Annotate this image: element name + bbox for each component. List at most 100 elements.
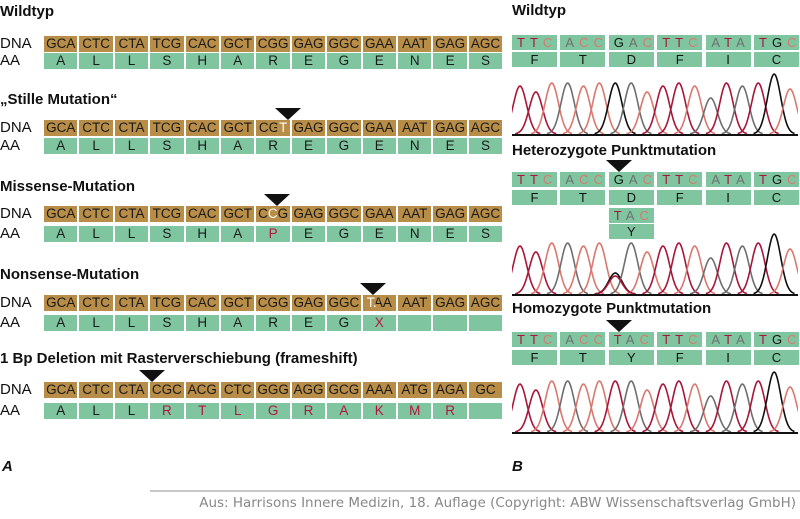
dna-codon: GCA [44,295,78,311]
codon: TTC [512,35,557,50]
section-title: 1 Bp Deletion mit Rasterverschiebung (fr… [0,350,358,367]
trace-peak-T [657,242,700,295]
chromatogram [512,73,798,136]
trace-peak-T [512,245,541,295]
trace-peak-A [610,82,652,135]
trace-peak-A [610,380,652,433]
trace-peak-T [594,380,636,433]
dna-codon: GAG [291,206,326,222]
trace-peak-T [737,242,779,295]
dna-codon: TCG [150,120,184,136]
trace-peak-A [689,257,732,295]
panel-label-b: B [512,458,523,475]
dna-codon: AGC [468,120,503,136]
amino-acid: S [150,138,184,154]
amino-acid: I [705,350,751,365]
aa-row-label: AA [0,314,21,331]
trace-peak-A [610,242,652,295]
trace-peak-A [689,395,732,433]
dna-codon: TCG [150,295,184,311]
dna-codon: CAC [185,206,219,222]
aa-row-label: AA [0,402,21,419]
trace-peak-A [546,82,589,135]
amino-acid: R [433,403,467,419]
dna-codon: GAG [291,120,326,136]
amino-acid: L [79,138,113,154]
amino-acid: S [150,226,184,242]
trace-peak-T [642,245,684,295]
amino-acid [468,315,503,331]
trace-peak-C [562,383,604,433]
alternate-amino-acid: Y [608,224,654,239]
amino-acid: P [256,226,290,242]
section-title: Nonsense-Mutation [0,266,140,283]
amino-acid: N [398,53,432,69]
trace-peak-A [546,380,589,433]
amino-acid: L [114,403,149,419]
amino-acid: A [44,403,78,419]
amino-acid: H [185,226,219,242]
amino-acid: F [657,52,703,67]
trace-peak-C [626,389,668,433]
secondary-peak-T [594,275,636,295]
chromatogram [512,233,798,296]
amino-acid: N [398,226,432,242]
mutation-marker-icon [360,283,387,295]
trace-peak-C [530,82,573,135]
trace-peak-C [626,251,668,295]
amino-acid: R [291,403,326,419]
amino-acid: S [150,315,184,331]
trace-peak-G [753,73,795,135]
dna-codon: GCT [221,295,255,311]
trace-peak-C [769,88,798,135]
dna-codon: CTA [114,120,149,136]
trace-peak-G [753,371,795,433]
dna-row-label: DNA [0,119,32,136]
amino-acid: S [150,53,184,69]
codon: ATA [705,332,751,347]
codon: ACC [560,172,606,187]
amino-acid: A [221,226,255,242]
codon: ACC [560,35,606,50]
codon-text: ATA [706,332,749,347]
dna-codon: GAG [433,36,467,52]
mutation-marker-icon [605,160,632,172]
dna-codon: CCG [256,206,290,222]
dna-codon: GC [468,382,503,398]
amino-acid [468,403,503,419]
dna-codon: CTC [221,382,255,398]
aa-row-label: AA [0,137,21,154]
amino-acid: H [185,53,219,69]
trace-peak-C [673,383,716,433]
amino-acid: H [185,138,219,154]
trace-peak-C [578,242,620,295]
trace-peak-A [721,85,763,135]
dna-codon: GCA [44,120,78,136]
codon-text: TTC [512,332,557,347]
dna-codon: AAA [362,382,396,398]
dna-row-label: DNA [0,381,32,398]
codon-text: TTC [657,332,702,347]
amino-acid: L [79,315,113,331]
trace-peak-C [562,245,604,295]
dna-codon: TAA [362,295,396,311]
amino-acid: C [754,52,799,67]
dna-row-label: DNA [0,35,32,52]
aa-row-label: AA [0,225,21,242]
dna-codon: CGG [256,295,290,311]
codon: ATA [705,35,751,50]
amino-acid: E [291,53,326,69]
trace-peak-T [515,251,557,295]
amino-acid: C [754,350,799,365]
amino-acid: L [114,53,149,69]
dna-codon: GAG [433,120,467,136]
dna-codon: CTC [79,295,113,311]
codon-text: TGC [754,35,800,50]
section-title: Missense-Mutation [0,178,136,195]
section-title: Wildtyp [512,2,567,19]
dna-codon: GGC [327,206,361,222]
trace-peak-T [512,85,541,135]
codon-text: TTC [657,172,702,187]
dna-codon: GAG [291,36,326,52]
trace-peak-C [769,248,798,295]
